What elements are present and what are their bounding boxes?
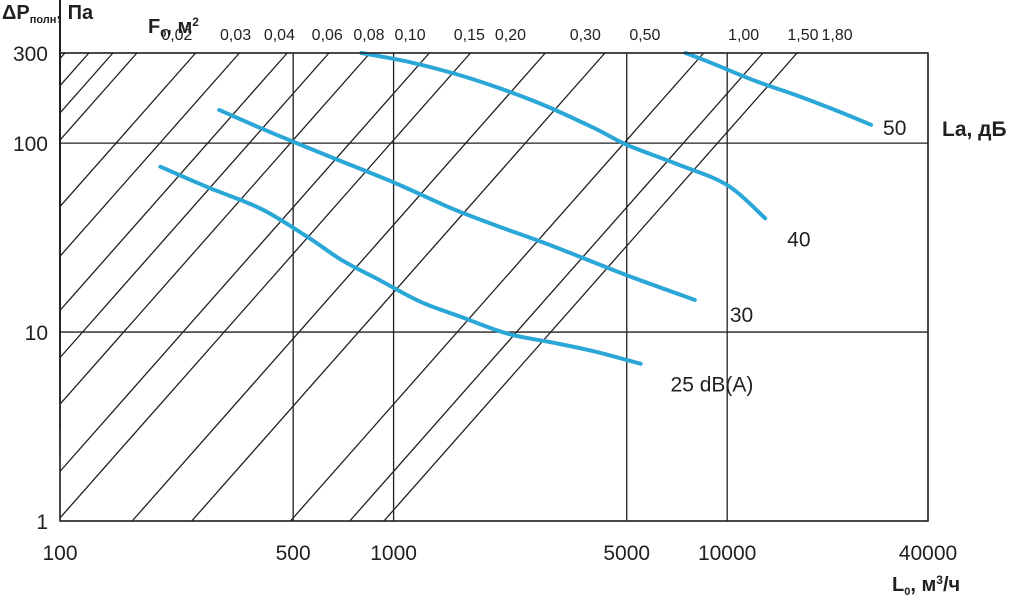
curve-label: 50 bbox=[883, 117, 906, 140]
x-tick-label: 500 bbox=[276, 542, 311, 565]
free-area-line bbox=[59, 52, 66, 59]
f-title-rest: , м bbox=[166, 16, 193, 38]
free-area-line bbox=[131, 52, 546, 522]
free-area-tick-label: 1,80 bbox=[821, 27, 852, 44]
y-title-sub: полн bbox=[29, 14, 57, 26]
x-tick-label: 5000 bbox=[603, 542, 650, 565]
free-area-line bbox=[59, 52, 114, 114]
x-title-unit: , м bbox=[910, 574, 937, 596]
free-area-tick-label: 0,08 bbox=[353, 27, 384, 44]
free-area-tick-label: 1,00 bbox=[728, 27, 759, 44]
f-title-sub: 0 bbox=[160, 28, 167, 40]
noise-curve-30 bbox=[217, 107, 697, 302]
x-title-main: L bbox=[892, 574, 905, 596]
free-area-line bbox=[191, 52, 606, 522]
la-axis-title: La, дБ bbox=[942, 118, 1007, 142]
f-title-main: F bbox=[148, 16, 161, 38]
free-area-tick-label: 0,02 bbox=[161, 27, 192, 44]
x-tick-label: 10000 bbox=[698, 542, 756, 565]
y-title-rest: , Па bbox=[56, 2, 94, 24]
free-area-tick-labels: 0,02 0,03 0,04 0,06 0,08 0,10 0,15 0,20 0,30 0,50… bbox=[161, 27, 852, 44]
noise-level-curves bbox=[158, 51, 874, 366]
y-tick-label: 1 bbox=[36, 511, 48, 534]
grid-lines bbox=[59, 52, 929, 522]
x-tick-label: 40000 bbox=[899, 542, 957, 565]
plot-frame bbox=[59, 52, 929, 522]
noise-curve-40 bbox=[359, 51, 768, 221]
x-tick-label: 100 bbox=[42, 542, 77, 565]
free-area-line bbox=[59, 52, 240, 257]
free-area-line bbox=[59, 52, 371, 405]
free-area-tick-label: 1,50 bbox=[787, 27, 818, 44]
free-area-tick-label: 0,04 bbox=[264, 27, 295, 44]
y-axis-title: ΔPполн, Па bbox=[2, 2, 93, 26]
x-title-sup: 3 bbox=[936, 573, 943, 587]
free-area-line bbox=[59, 52, 288, 311]
free-area-axis-title: F0, м2 bbox=[148, 15, 199, 40]
y-title-main: ΔP bbox=[2, 2, 30, 24]
curve-label: 40 bbox=[787, 228, 810, 251]
free-area-tick-label: 0,15 bbox=[454, 27, 485, 44]
free-area-tick-label: 0,30 bbox=[570, 27, 601, 44]
free-area-line bbox=[59, 52, 471, 519]
free-area-line bbox=[289, 52, 705, 522]
free-area-tick-label: 0,06 bbox=[312, 27, 343, 44]
noise-curve-25-dB-A- bbox=[158, 164, 643, 366]
curve-label: 25 dB(A) bbox=[671, 374, 754, 397]
x-tick-label: 1000 bbox=[370, 542, 417, 565]
y-tick-label: 100 bbox=[13, 133, 48, 156]
free-area-tick-label: 0,03 bbox=[220, 27, 251, 44]
curve-label: 30 bbox=[730, 304, 753, 327]
y-tick-label: 10 bbox=[25, 322, 48, 345]
x-title-sub: 0 bbox=[904, 586, 911, 598]
free-area-tick-label: 0,20 bbox=[495, 27, 526, 44]
free-area-line bbox=[59, 52, 197, 208]
x-axis-title: L0, м3/ч bbox=[892, 573, 960, 598]
free-area-line bbox=[59, 52, 330, 359]
f-title-sup: 2 bbox=[192, 15, 199, 29]
y-tick-labels: 1 10 100 300 bbox=[13, 43, 48, 534]
la-title: La, дБ bbox=[942, 118, 1007, 141]
free-area-line bbox=[59, 52, 90, 87]
y-tick-label: 300 bbox=[13, 43, 48, 66]
noise-curve-50 bbox=[683, 51, 874, 127]
curve-labels: 25 dB(A) 30 40 50 bbox=[671, 117, 907, 397]
free-area-line bbox=[349, 52, 764, 522]
free-area-tick-label: 0,50 bbox=[629, 27, 660, 44]
free-area-tick-label: 0,10 bbox=[394, 27, 425, 44]
free-area-lines bbox=[59, 0, 798, 522]
free-area-line bbox=[59, 52, 138, 141]
free-area-line bbox=[59, 52, 430, 472]
free-area-line bbox=[383, 52, 798, 522]
x-tick-labels: 100 500 1000 5000 10000 40000 bbox=[42, 542, 957, 565]
x-title-rest: /ч bbox=[942, 574, 961, 596]
